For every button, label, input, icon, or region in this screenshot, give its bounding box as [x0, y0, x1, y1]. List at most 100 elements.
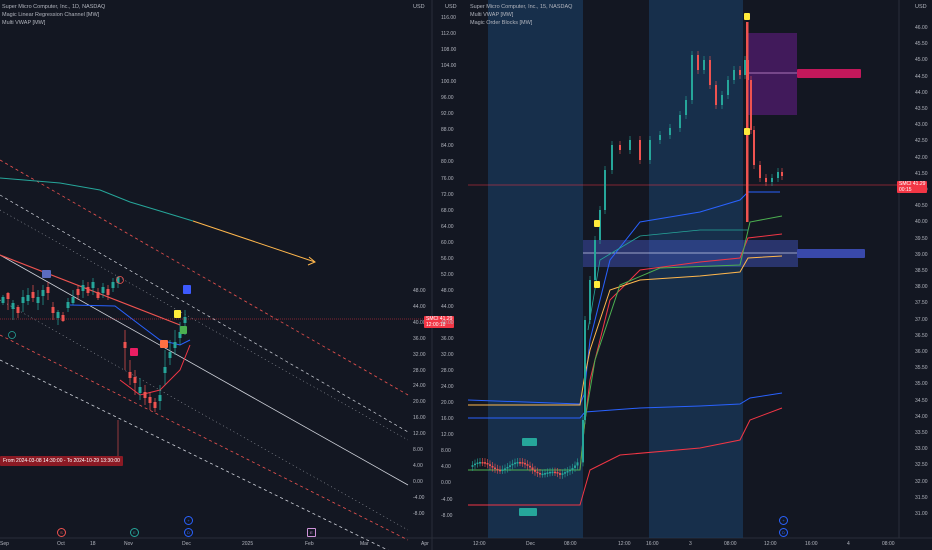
left-y-tick: 20.00 — [413, 399, 426, 406]
right-candle-body — [574, 465, 576, 468]
order-block-bull-tag[interactable] — [797, 249, 865, 258]
left-y-tick: 36.00 — [413, 335, 426, 342]
right-left-tick: 104.00 — [441, 63, 457, 70]
right-y-tick: 31.50 — [915, 494, 928, 501]
right-vwap-yellow — [468, 255, 783, 406]
right-y-tick: 36.00 — [915, 349, 928, 355]
right-left-tick: 84.00 — [441, 143, 454, 150]
right-candle-body — [750, 80, 752, 130]
right-news-icon[interactable]: + — [779, 516, 788, 525]
left-y-tick: 48.00 — [413, 288, 426, 294]
right-left-tick: 36.00 — [441, 336, 454, 342]
right-y-tick: 44.50 — [915, 73, 928, 80]
right-candle-body — [584, 320, 586, 420]
right-marker-green-1 — [522, 438, 537, 446]
left-x-label: Mar — [360, 541, 369, 547]
right-left-tick: 28.00 — [441, 368, 454, 375]
order-block-bear-tag[interactable] — [797, 69, 861, 78]
left-candle-body — [46, 287, 50, 293]
right-candle-body — [765, 178, 767, 182]
right-candle-body — [506, 466, 509, 469]
left-y-tick: -8.00 — [413, 510, 425, 517]
right-price-tag: SMCI 41.29 00:15 — [897, 181, 928, 193]
left-x-label: Nov — [124, 541, 133, 547]
left-x-label: Feb — [305, 541, 314, 547]
left-axis-currency: USD — [413, 4, 425, 10]
right-y-tick: 33.50 — [915, 430, 928, 436]
right-candle-body — [511, 463, 514, 466]
left-candle-body — [158, 395, 162, 401]
right-y-tick: 34.50 — [915, 397, 928, 404]
right-candle-body — [679, 115, 681, 128]
right-y-tick: 37.50 — [915, 300, 928, 307]
right-candle-body — [551, 471, 554, 474]
left-candle-body — [26, 295, 30, 301]
left-price-countdown: 12:00:18 — [426, 322, 446, 328]
right-y-tick: 34.00 — [915, 413, 928, 420]
left-candle-body — [183, 317, 187, 323]
earnings-icon[interactable]: S — [57, 528, 66, 537]
left-candle-body — [116, 277, 120, 283]
split-icon[interactable]: E — [307, 528, 316, 537]
right-y-tick: 39.00 — [915, 251, 928, 258]
right-left-tick: -4.00 — [441, 496, 453, 503]
right-indicator-orderblocks[interactable]: Magic Order Blocks [MW] — [470, 20, 533, 26]
left-candle-body — [56, 312, 60, 318]
left-y-tick: 40.00 — [413, 319, 426, 326]
right-x-label: 16:00 — [805, 541, 818, 547]
right-y-tick: 36.50 — [915, 332, 928, 339]
regression-range-label: From 2024-03-08 14:30:00 - To 2024-10-29… — [0, 456, 123, 466]
left-candle-body — [31, 292, 35, 298]
left-indicator-regression[interactable]: Magic Linear Regression Channel [MW] — [2, 12, 100, 18]
right-y-tick: 31.00 — [915, 511, 928, 517]
right-y-tick: 45.50 — [915, 41, 928, 48]
left-y-tick: -4.00 — [413, 494, 425, 501]
right-y-tick: 46.00 — [915, 25, 928, 31]
right-x-label: 12:00 — [473, 541, 486, 547]
left-candle-body — [168, 352, 172, 358]
right-candle-body — [739, 70, 741, 75]
event-icon[interactable]: E — [130, 528, 139, 537]
left-candle-body — [11, 303, 15, 309]
right-y-tick: 35.00 — [915, 381, 928, 388]
right-vwap-green — [468, 215, 783, 471]
right-y-tick: 38.50 — [915, 268, 928, 274]
right-left-tick: 80.00 — [441, 159, 454, 166]
right-candle-body — [569, 469, 571, 472]
right-candle-body — [715, 85, 717, 105]
right-candle-body — [484, 462, 486, 464]
left-price-symbol: SMCI — [426, 316, 439, 322]
news-icon[interactable]: + — [184, 516, 193, 525]
right-candle-body — [649, 140, 651, 160]
right-indicator-vwap[interactable]: Multi VWAP [MW] — [470, 12, 514, 18]
left-y-tick: 4.00 — [413, 462, 423, 469]
right-candle-body — [509, 465, 511, 467]
right-candle-body — [491, 465, 494, 468]
left-candle-body — [133, 377, 137, 383]
right-candle-body — [474, 463, 476, 466]
right-x-label: Dec — [526, 541, 535, 547]
right-candle-body — [771, 178, 773, 182]
right-left-tick: 68.00 — [441, 207, 454, 214]
projection-arrow — [192, 220, 316, 263]
left-vwap-teal — [0, 177, 194, 222]
left-chart-title: Super Micro Computer, Inc., 1D, NASDAQ — [2, 4, 106, 10]
right-dividend-icon[interactable]: D — [779, 528, 788, 537]
right-candle-body — [685, 100, 687, 115]
right-left-tick: 88.00 — [441, 127, 454, 134]
dividend-icon[interactable]: D — [184, 528, 193, 537]
left-candle-body — [128, 372, 132, 378]
right-candle-body — [753, 130, 755, 165]
left-x-label: Sep — [0, 541, 9, 547]
channel-upper-red — [0, 159, 409, 396]
left-indicator-vwap[interactable]: Multi VWAP [MW] — [2, 20, 46, 26]
left-candle-body — [61, 315, 65, 321]
right-candle-body — [691, 55, 693, 100]
right-candle-body — [526, 464, 529, 466]
left-candle-body — [16, 307, 20, 313]
right-candle-body — [566, 471, 569, 473]
session-shade-1 — [488, 0, 583, 538]
right-candle-body — [777, 172, 779, 178]
